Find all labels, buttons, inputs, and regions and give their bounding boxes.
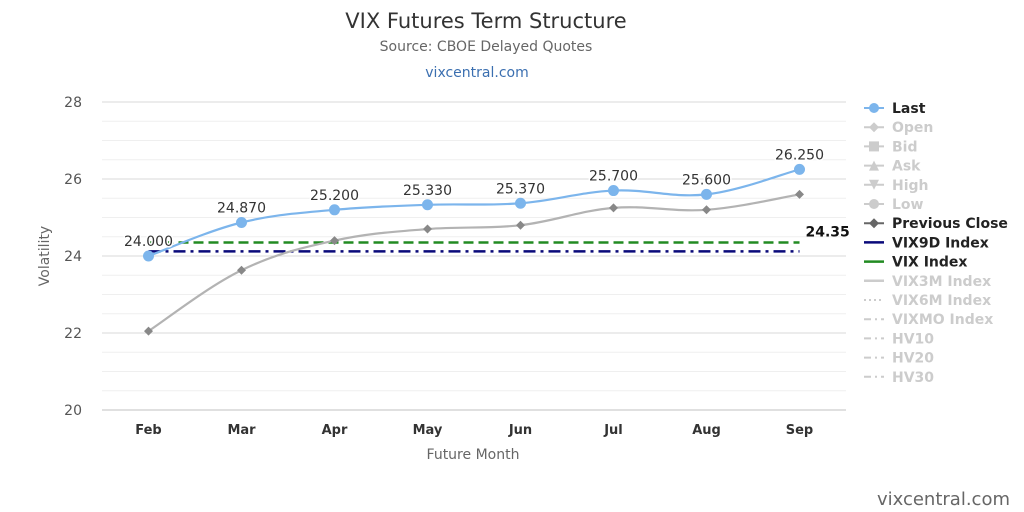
data-point[interactable]	[794, 163, 805, 175]
data-label: 25.330	[403, 183, 452, 199]
y-axis-ticks: 20 22 24 26 28	[64, 95, 82, 419]
data-label: 25.600	[682, 172, 731, 188]
data-labels: 24.000 24.870 25.200 25.330 25.370 25.700 25.6…	[123, 146, 826, 252]
series-group	[143, 163, 805, 336]
x-axis-ticks: Feb Mar Apr May Jun Jul Aug Sep	[135, 423, 813, 438]
gridlines	[102, 101, 846, 411]
data-label: 25.700	[589, 169, 638, 185]
legend-circle-icon	[869, 199, 879, 209]
data-label: 25.370	[496, 181, 545, 197]
reference-line-label: 24.35	[806, 225, 850, 241]
series-line	[148, 168, 800, 258]
legend-item[interactable]: VIX6M Index	[864, 293, 991, 309]
data-point[interactable]	[515, 197, 526, 209]
legend-item[interactable]: HV20	[864, 351, 934, 367]
legend-label: Last	[892, 101, 926, 117]
data-point[interactable]	[701, 188, 712, 200]
legend-label: HV10	[892, 331, 934, 347]
x-tick-label: Mar	[227, 423, 256, 438]
data-point[interactable]	[330, 236, 339, 246]
x-tick-label: Feb	[135, 423, 161, 438]
legend-label: HV20	[892, 351, 934, 367]
legend-label: High	[892, 178, 929, 194]
legend-item[interactable]: VIX9D Index	[864, 235, 989, 251]
y-tick-label: 26	[64, 172, 82, 188]
y-tick-label: 24	[64, 249, 82, 265]
legend-label: VIXMO Index	[892, 312, 993, 328]
chart-subtitle: Source: CBOE Delayed Quotes	[380, 39, 593, 55]
legend-diamond-icon	[869, 218, 879, 229]
legend-label: VIX9D Index	[892, 235, 989, 251]
data-point[interactable]	[237, 265, 246, 275]
legend-item[interactable]: Last	[864, 101, 926, 117]
data-label: 24.000	[124, 234, 173, 250]
legend-item[interactable]: High	[864, 178, 929, 194]
x-axis-title: Future Month	[427, 447, 520, 463]
data-point[interactable]	[516, 220, 525, 230]
legend-label: VIX Index	[892, 255, 967, 271]
legend-item[interactable]: Open	[864, 120, 933, 136]
legend-label: VIX6M Index	[892, 293, 991, 309]
data-point[interactable]	[423, 224, 432, 234]
data-point[interactable]	[143, 250, 154, 262]
subtitle-link[interactable]: vixcentral.com	[425, 65, 528, 81]
data-point[interactable]	[795, 189, 804, 199]
legend-item[interactable]: HV30	[864, 370, 934, 386]
y-tick-label: 22	[64, 326, 82, 342]
data-point[interactable]	[144, 326, 153, 336]
reference-lines: 24.35	[148, 225, 850, 253]
data-label: 26.250	[775, 147, 824, 163]
legend-item[interactable]: Previous Close	[864, 216, 1008, 232]
legend-item[interactable]: Ask	[864, 159, 921, 175]
legend-label: HV30	[892, 370, 934, 386]
data-point[interactable]	[422, 199, 433, 211]
credit-link[interactable]: vixcentral.com	[877, 489, 1010, 510]
data-point[interactable]	[236, 217, 247, 229]
data-point[interactable]	[329, 204, 340, 216]
data-point[interactable]	[702, 205, 711, 215]
legend[interactable]: Last Open Bid Ask High Low Previous Close VIX9D…	[864, 101, 1008, 386]
chart-title: VIX Futures Term Structure	[345, 9, 626, 33]
y-tick-label: 28	[64, 95, 82, 111]
data-label: 24.870	[217, 201, 266, 217]
x-tick-label: Aug	[692, 423, 721, 438]
legend-item[interactable]: Bid	[864, 139, 918, 155]
legend-diamond-icon	[869, 122, 879, 133]
legend-label: Bid	[892, 139, 918, 155]
x-tick-label: May	[413, 423, 443, 438]
legend-circle-icon	[869, 103, 879, 113]
legend-square-icon	[869, 141, 879, 152]
data-label: 25.200	[310, 188, 359, 204]
y-tick-label: 20	[64, 403, 82, 419]
x-tick-label: Jul	[603, 423, 623, 438]
legend-item[interactable]: VIXMO Index	[864, 312, 993, 328]
legend-item[interactable]: VIX3M Index	[864, 274, 991, 290]
legend-label: VIX3M Index	[892, 274, 991, 290]
legend-label: Previous Close	[892, 216, 1008, 232]
legend-label: Low	[892, 197, 924, 213]
legend-label: Ask	[892, 159, 921, 175]
legend-triangle-icon	[869, 160, 879, 171]
data-point[interactable]	[609, 203, 618, 213]
y-axis-title: Volatility	[37, 226, 53, 286]
legend-item[interactable]: Low	[864, 197, 924, 213]
legend-label: Open	[892, 120, 933, 136]
x-tick-label: Apr	[322, 423, 348, 438]
legend-triangle-down-icon	[869, 179, 879, 190]
x-tick-label: Jun	[508, 423, 532, 438]
legend-item[interactable]: VIX Index	[864, 255, 967, 271]
x-tick-label: Sep	[786, 423, 814, 438]
legend-item[interactable]: HV10	[864, 331, 934, 347]
data-point[interactable]	[608, 185, 619, 197]
